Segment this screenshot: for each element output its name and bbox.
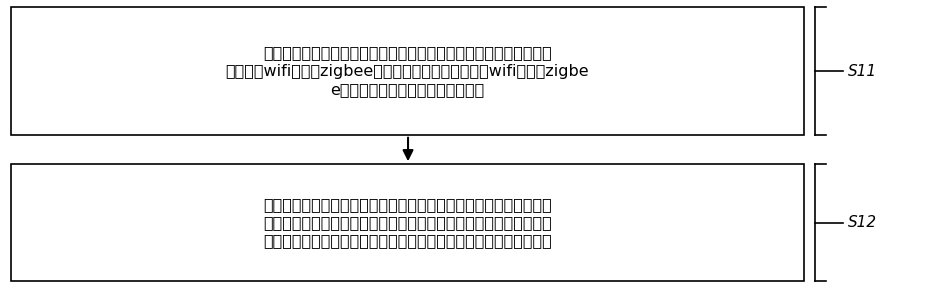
Text: S11: S11: [848, 64, 877, 79]
Text: e信号获取所述翻转印章的位置信息: e信号获取所述翻转印章的位置信息: [330, 82, 485, 97]
Text: 一预设值，发出提醒信息，所述第一预设时长以定位开始为计算起点: 一预设值，发出提醒信息，所述第一预设时长以定位开始为计算起点: [264, 234, 552, 248]
Text: 站信号、wifi信号和zigbee信号，根据所述基站信号、wifi信号和zigbe: 站信号、wifi信号和zigbee信号，根据所述基站信号、wifi信号和zigb…: [226, 64, 589, 79]
Text: 获取身份信息，判断确定身份信息与预设身份信息不匹配时，采集基: 获取身份信息，判断确定身份信息与预设身份信息不匹配时，采集基: [264, 45, 552, 60]
Bar: [11, 164, 804, 281]
Bar: [11, 7, 804, 135]
Text: S12: S12: [848, 215, 877, 230]
Text: 根据预设时间间隔向所述终端发送所述位置信息，以使得终端在第一: 根据预设时间间隔向所述终端发送所述位置信息，以使得终端在第一: [264, 197, 552, 212]
Text: 预设时长内判断确定所述位置信息不在第一限制区域内的次数超过第: 预设时长内判断确定所述位置信息不在第一限制区域内的次数超过第: [264, 215, 552, 230]
